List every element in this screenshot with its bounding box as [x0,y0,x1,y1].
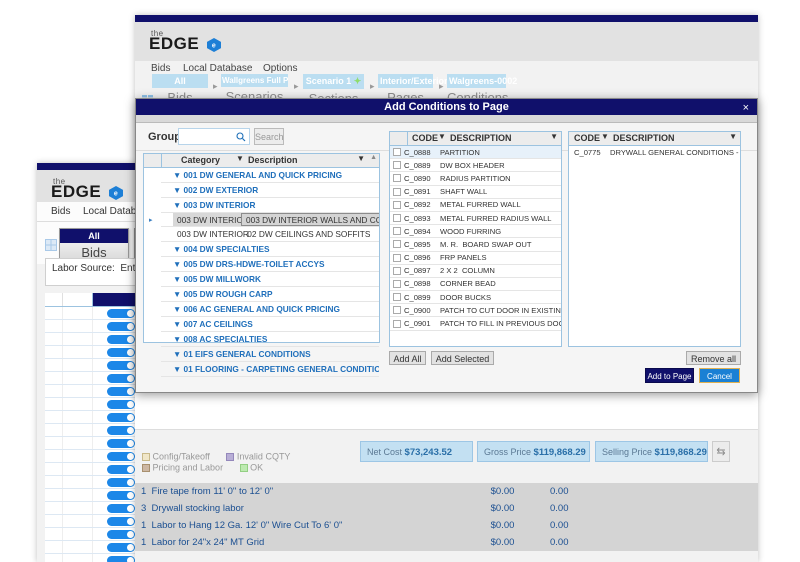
svg-text:e: e [114,190,118,197]
svg-text:e: e [212,42,216,49]
